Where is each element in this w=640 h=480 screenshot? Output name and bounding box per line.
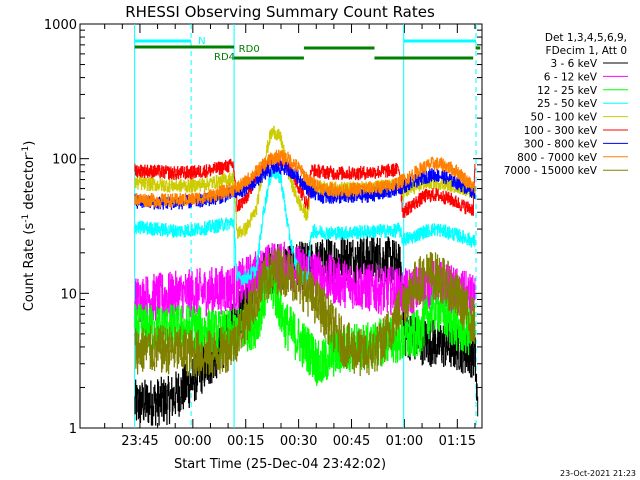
x-tick-label: 00:45	[333, 434, 370, 449]
legend-header-line: Det 1,3,4,5,6,9,	[545, 32, 627, 44]
series-line-8	[134, 247, 476, 378]
legend-entry-label: 300 - 800 keV	[524, 138, 598, 150]
rd4-label: RD4	[214, 52, 235, 63]
series-line-2	[134, 260, 476, 386]
x-tick-label: 00:15	[227, 434, 264, 449]
legend-entry-label: 7000 - 15000 keV	[504, 165, 598, 177]
chart-title: RHESSI Observing Summary Count Rates	[125, 3, 435, 21]
legend-entry-label: 50 - 100 keV	[530, 112, 597, 124]
x-tick-label: 00:30	[280, 434, 317, 449]
series-line-5	[134, 153, 476, 218]
y-axis-label-main: Count Rate (s	[22, 223, 37, 312]
y-axis-label-mid: detector	[22, 154, 37, 214]
y-axis-label: Count Rate (s-1 detector-1)	[21, 141, 37, 312]
rd0-label: RD0	[239, 44, 260, 55]
footer-timestamp: 23-Oct-2021 21:23	[560, 469, 636, 478]
legend-header-line: FDecim 1, Att 0	[546, 45, 627, 57]
x-tick-label: 01:15	[439, 434, 476, 449]
y-tick-label: 100	[52, 153, 77, 168]
x-tick-label: 23:45	[121, 434, 158, 449]
axis-ticks	[80, 23, 482, 429]
y-axis-label-end: )	[22, 141, 37, 146]
night-label: N	[198, 36, 205, 47]
y-tick-label: 10	[60, 287, 77, 302]
legend-entry-label: 25 - 50 keV	[537, 98, 598, 110]
legend-entry-label: 12 - 25 keV	[537, 85, 598, 97]
x-tick-labels: 23:45 00:00 00:15 00:30 00:45 01:00 01:15	[121, 434, 476, 449]
series-line-7	[134, 149, 476, 208]
series-line-4	[134, 125, 476, 240]
y-tick-labels: 1 10 100 1000	[44, 18, 77, 437]
y-tick-label: 1	[69, 422, 77, 437]
x-axis-label: Start Time (25-Dec-04 23:42:02)	[174, 457, 386, 472]
legend-entry-label: 100 - 300 keV	[524, 125, 598, 137]
legend-entry-label: 3 - 6 keV	[550, 58, 597, 70]
legend-entry-label: 6 - 12 keV	[544, 71, 598, 83]
x-tick-label: 00:00	[174, 434, 211, 449]
x-tick-label: 01:00	[386, 434, 423, 449]
y-axis-label-sup1: -1	[21, 214, 31, 223]
y-axis-label-sup2: -1	[21, 146, 31, 155]
series-layer	[134, 125, 479, 426]
legend-entry-label: 800 - 7000 keV	[517, 152, 598, 164]
y-tick-label: 1000	[44, 18, 77, 33]
legend: Det 1,3,4,5,6,9,FDecim 1, Att 03 - 6 keV…	[504, 32, 628, 177]
